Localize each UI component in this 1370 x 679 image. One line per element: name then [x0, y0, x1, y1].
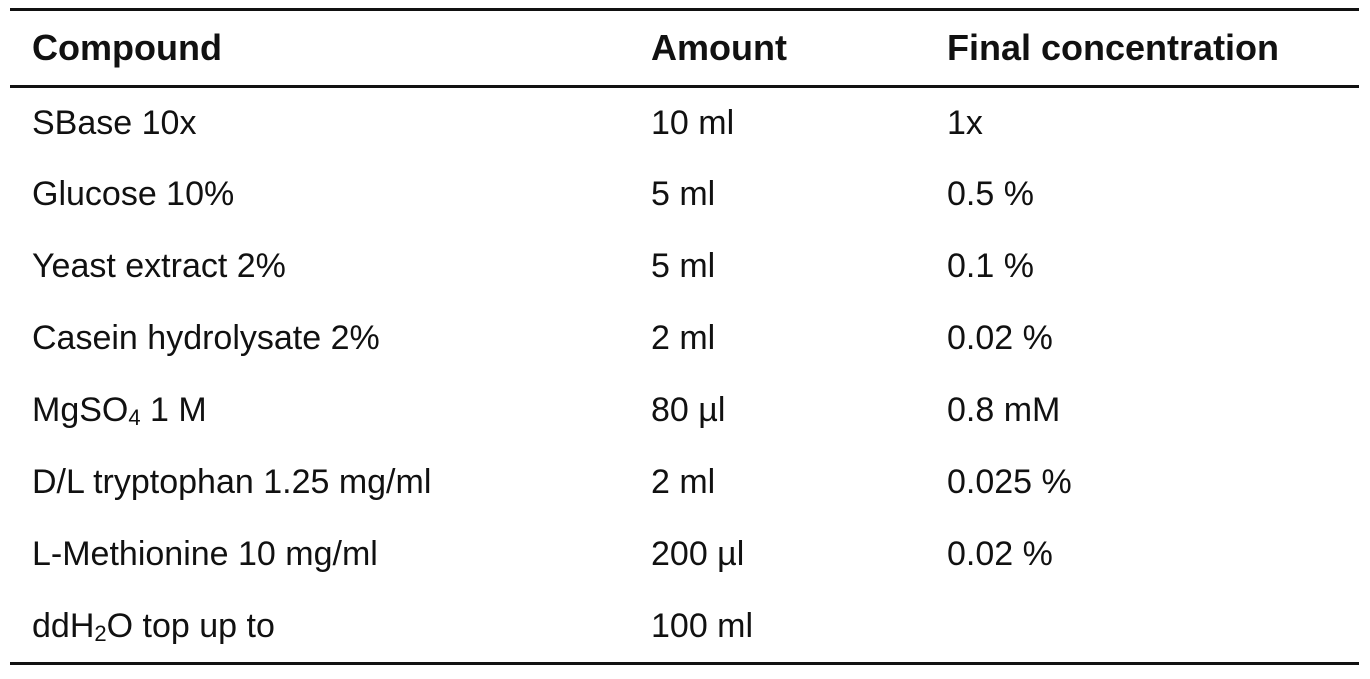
compound-text: ddH: [32, 606, 95, 645]
cell-final-concentration: [925, 590, 1359, 664]
compound-text: L-Methionine 10 mg/ml: [32, 534, 378, 573]
compound-table: Compound Amount Final concentration SBas…: [10, 8, 1359, 665]
cell-amount: 2 ml: [651, 318, 716, 357]
compound-text: MgSO: [32, 390, 129, 429]
cell-final-concentration: 0.02 %: [947, 534, 1053, 573]
compound-subscript: 2: [94, 620, 107, 646]
compound-text: SBase 10x: [32, 103, 197, 142]
cell-final-concentration: 1x: [947, 103, 983, 142]
table-row: MgSO4 1 M 80 µl 0.8 mM: [10, 374, 1359, 446]
cell-compound: Casein hydrolysate 2%: [10, 302, 629, 374]
compound-text: Glucose 10%: [32, 174, 235, 213]
table-row: SBase 10x 10 ml 1x: [10, 87, 1359, 159]
table-row: Yeast extract 2% 5 ml 0.1 %: [10, 230, 1359, 302]
compound-text-suffix: O top up to: [106, 606, 275, 645]
table-row: L-Methionine 10 mg/ml 200 µl 0.02 %: [10, 518, 1359, 590]
compound-text: Casein hydrolysate 2%: [32, 318, 380, 357]
compound-text-suffix: 1 M: [140, 390, 207, 429]
compound-table-container: Compound Amount Final concentration SBas…: [10, 8, 1359, 665]
cell-amount: 5 ml: [651, 174, 716, 213]
header-row: Compound Amount Final concentration: [10, 9, 1359, 87]
table-row: D/L tryptophan 1.25 mg/ml 2 ml 0.025 %: [10, 446, 1359, 518]
cell-final-concentration: 0.1 %: [947, 246, 1034, 285]
cell-compound: D/L tryptophan 1.25 mg/ml: [10, 446, 629, 518]
compound-text: Yeast extract 2%: [32, 246, 286, 285]
compound-subscript: 4: [128, 404, 141, 430]
header-final-concentration: Final concentration: [947, 27, 1280, 68]
cell-final-concentration: 0.5 %: [947, 174, 1034, 213]
cell-compound: ddH2O top up to: [10, 590, 629, 664]
table-row: Casein hydrolysate 2% 2 ml 0.02 %: [10, 302, 1359, 374]
cell-compound: L-Methionine 10 mg/ml: [10, 518, 629, 590]
table-row: ddH2O top up to 100 ml: [10, 590, 1359, 664]
compound-text: D/L tryptophan 1.25 mg/ml: [32, 462, 432, 501]
cell-amount: 5 ml: [651, 246, 716, 285]
cell-amount: 2 ml: [651, 462, 716, 501]
header-amount: Amount: [651, 27, 787, 68]
cell-amount: 200 µl: [651, 534, 745, 573]
cell-compound: Yeast extract 2%: [10, 230, 629, 302]
cell-compound: SBase 10x: [10, 87, 629, 159]
cell-amount: 10 ml: [651, 103, 735, 142]
cell-amount: 80 µl: [651, 390, 726, 429]
cell-compound: Glucose 10%: [10, 158, 629, 230]
table-row: Glucose 10% 5 ml 0.5 %: [10, 158, 1359, 230]
cell-compound: MgSO4 1 M: [10, 374, 629, 446]
cell-final-concentration: 0.8 mM: [947, 390, 1061, 429]
cell-final-concentration: 0.025 %: [947, 462, 1072, 501]
header-compound: Compound: [32, 27, 222, 68]
cell-amount: 100 ml: [651, 606, 754, 645]
cell-final-concentration: 0.02 %: [947, 318, 1053, 357]
